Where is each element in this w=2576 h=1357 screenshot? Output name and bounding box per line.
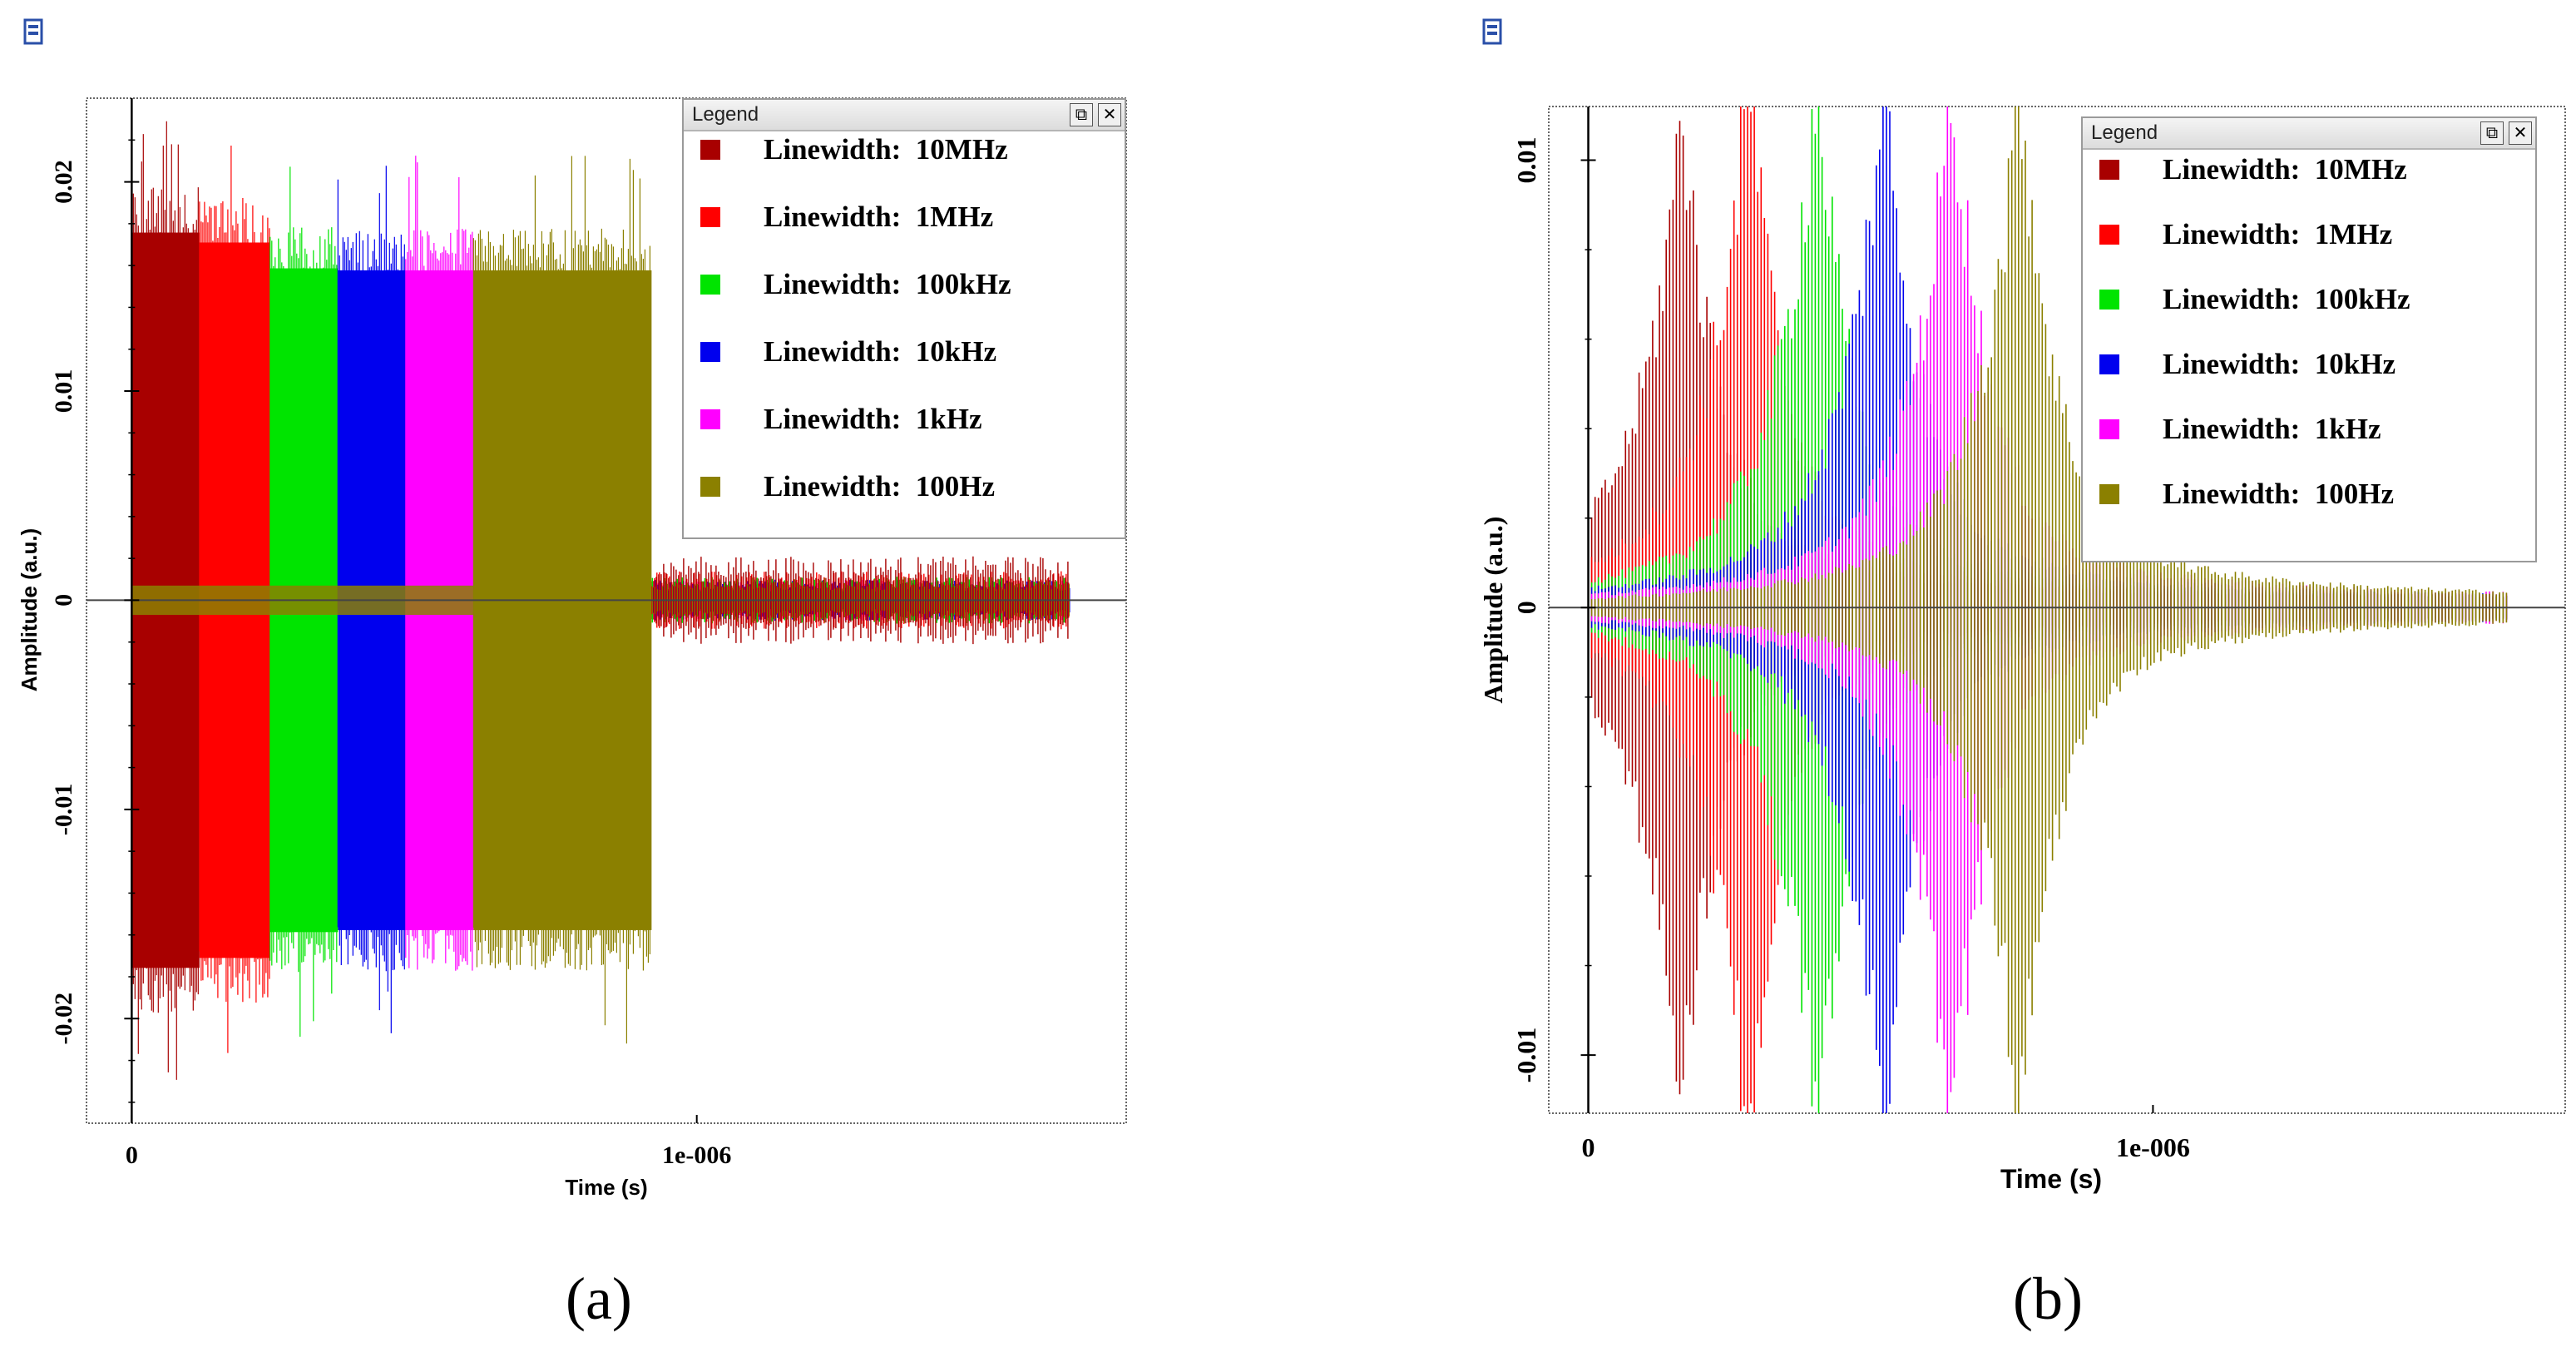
y-axis-title: Amplitude (a.u.) bbox=[17, 528, 42, 691]
legend-entry: Linewidth: 1MHz bbox=[2099, 218, 2392, 251]
legend-swatch bbox=[2099, 160, 2119, 180]
legend-entry: Linewidth: 10MHz bbox=[2099, 153, 2407, 186]
legend-entry: Linewidth: 1MHz bbox=[700, 201, 993, 234]
legend-swatch bbox=[2099, 484, 2119, 504]
restore-icon[interactable]: ⧉ bbox=[2480, 121, 2504, 145]
y-axis-title: Amplitude (a.u.) bbox=[1478, 517, 1508, 704]
panel-label-a: (a) bbox=[566, 1265, 632, 1332]
legend-label: Linewidth: 100Hz bbox=[764, 470, 996, 503]
legend-swatch bbox=[700, 207, 720, 227]
y-tick-label: 0 bbox=[50, 594, 77, 607]
y-tick-label: -0.01 bbox=[1511, 1028, 1541, 1083]
x-tick-label: 0 bbox=[126, 1142, 138, 1169]
legend-header[interactable]: Legend ⧉ ✕ bbox=[2083, 118, 2535, 150]
legend-swatch bbox=[2099, 225, 2119, 245]
legend-label: Linewidth: 10MHz bbox=[2163, 153, 2407, 186]
legend-entry: Linewidth: 100kHz bbox=[700, 268, 1011, 301]
chart-b: 0.01 0 -0.01 0 1e-006 Time (s) Amplitude (a.… bbox=[1478, 106, 2566, 1194]
chart-a: 0.02 0.01 0 -0.01 -0.02 0 1e-006 Time (s) Ampl… bbox=[17, 97, 1127, 1200]
legend-swatch bbox=[700, 140, 720, 160]
y-tick-label: 0 bbox=[1511, 601, 1541, 614]
close-icon[interactable]: ✕ bbox=[2509, 121, 2532, 145]
legend-entry: Linewidth: 10kHz bbox=[2099, 348, 2396, 381]
legend-swatch bbox=[700, 477, 720, 497]
legend-label: Linewidth: 10MHz bbox=[764, 133, 1008, 166]
legend-entry: Linewidth: 10kHz bbox=[700, 335, 996, 369]
x-tick-label: 0 bbox=[1582, 1132, 1595, 1162]
legend-swatch bbox=[700, 409, 720, 429]
legend-entry: Linewidth: 1kHz bbox=[2099, 413, 2381, 446]
legend-swatch bbox=[2099, 354, 2119, 374]
legend-label: Linewidth: 100Hz bbox=[2163, 478, 2395, 510]
x-axis-title: Time (s) bbox=[2000, 1164, 2102, 1194]
legend-swatch bbox=[700, 275, 720, 295]
window-icon bbox=[23, 18, 43, 45]
axes-group: 0.01 0 -0.01 0 1e-006 bbox=[1511, 106, 2565, 1162]
legend-label: Linewidth: 1kHz bbox=[2163, 413, 2381, 445]
legend-label: Linewidth: 100kHz bbox=[2163, 283, 2410, 315]
legend-title: Legend bbox=[692, 103, 759, 126]
legend-entry: Linewidth: 1kHz bbox=[700, 403, 982, 436]
legend-entry: Linewidth: 100kHz bbox=[2099, 283, 2410, 316]
axes-group: 0.02 0.01 0 -0.01 -0.02 0 1e-006 bbox=[50, 98, 1126, 1169]
y-tick-label: 0.01 bbox=[50, 369, 77, 414]
legend-header[interactable]: Legend ⧉ ✕ bbox=[684, 100, 1125, 131]
legend-label: Linewidth: 10kHz bbox=[2163, 348, 2396, 380]
series-burst-edge bbox=[472, 156, 650, 1044]
legend-label: Linewidth: 10kHz bbox=[764, 335, 997, 368]
panel-label-b: (b) bbox=[2013, 1265, 2083, 1332]
legend-b: Legend ⧉ ✕ Linewidth: 10MHz Linewidth: 1M… bbox=[2081, 116, 2537, 562]
x-tick-label: 1e-006 bbox=[2116, 1132, 2190, 1162]
legend-title: Legend bbox=[2091, 121, 2158, 144]
legend-label: Linewidth: 1MHz bbox=[764, 201, 994, 233]
y-tick-label: 0.01 bbox=[1511, 137, 1541, 184]
legend-entry: Linewidth: 10MHz bbox=[700, 133, 1008, 166]
legend-swatch bbox=[700, 342, 720, 362]
x-tick-label: 1e-006 bbox=[662, 1142, 731, 1169]
x-axis-title: Time (s) bbox=[565, 1175, 647, 1200]
legend-swatch bbox=[2099, 290, 2119, 310]
legend-swatch bbox=[2099, 419, 2119, 439]
legend-label: Linewidth: 1kHz bbox=[764, 403, 982, 435]
legend-a: Legend ⧉ ✕ Linewidth: 10MHz Linewidth: 1M… bbox=[682, 98, 1126, 539]
legend-label: Linewidth: 1MHz bbox=[2163, 218, 2393, 250]
legend-entry: Linewidth: 100Hz bbox=[700, 470, 995, 503]
restore-icon[interactable]: ⧉ bbox=[1070, 103, 1093, 126]
window-icon bbox=[1482, 18, 1502, 45]
close-icon[interactable]: ✕ bbox=[1098, 103, 1121, 126]
legend-entry: Linewidth: 100Hz bbox=[2099, 478, 2394, 511]
y-tick-label: 0.02 bbox=[50, 160, 77, 204]
legend-label: Linewidth: 100kHz bbox=[764, 268, 1011, 300]
y-tick-label: -0.01 bbox=[50, 784, 77, 836]
y-tick-label: -0.02 bbox=[50, 993, 77, 1045]
